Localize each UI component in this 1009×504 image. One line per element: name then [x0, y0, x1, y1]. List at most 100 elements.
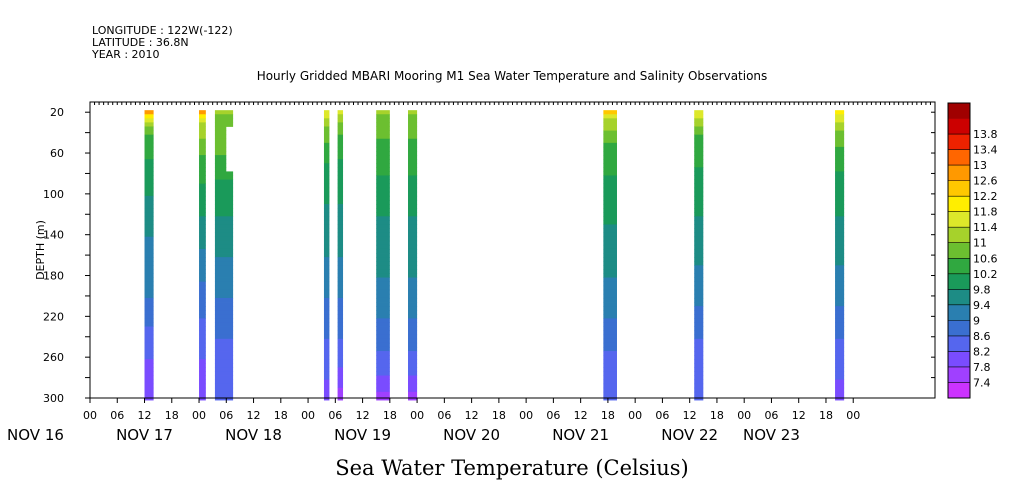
temperature-cell	[603, 355, 617, 360]
temperature-cell	[603, 204, 617, 209]
temperature-cell	[214, 351, 234, 356]
temperature-cell	[337, 228, 344, 234]
temperature-cell	[603, 179, 617, 185]
temperature-cell	[337, 281, 344, 287]
temperature-cell	[603, 269, 617, 274]
temperature-cell	[376, 277, 390, 283]
temperature-cell	[199, 204, 206, 209]
temperature-cell	[694, 142, 704, 148]
temperature-cell	[199, 118, 206, 123]
temperature-cell	[835, 273, 845, 278]
temperature-cell	[603, 236, 617, 242]
temperature-cell	[408, 285, 418, 291]
temperature-cell	[603, 240, 617, 246]
temperature-cell	[214, 244, 234, 250]
temperature-cell	[835, 253, 845, 258]
temperature-cell	[835, 281, 845, 287]
temperature-cell	[214, 289, 234, 295]
temperature-cell	[323, 367, 330, 372]
temperature-cell	[323, 281, 330, 287]
temperature-cell	[337, 216, 344, 221]
x-tick-label: 12	[356, 409, 370, 422]
temperature-cell	[323, 224, 330, 229]
x-tick-label: 06	[328, 409, 342, 422]
colorbar-label: 11.4	[973, 221, 998, 234]
temperature-cell	[603, 387, 617, 393]
x-tick-label: 12	[683, 409, 697, 422]
temperature-cell	[337, 371, 344, 376]
temperature-cell	[408, 232, 418, 238]
temperature-cell	[144, 216, 154, 221]
temperature-cell	[199, 265, 206, 270]
temperature-cell	[408, 199, 418, 205]
temperature-cell	[835, 183, 845, 189]
temperature-cell	[376, 310, 390, 315]
temperature-cell	[337, 240, 344, 246]
temperature-cell	[835, 375, 845, 381]
temperature-cell	[603, 261, 617, 266]
temperature-cell	[603, 126, 617, 131]
temperature-cell	[694, 228, 704, 234]
x-tick-label: 12	[792, 409, 806, 422]
temperature-cell	[835, 130, 845, 136]
temperature-cell	[337, 208, 344, 213]
temperature-cell	[323, 142, 330, 148]
temperature-cell	[199, 330, 206, 336]
temperature-cell	[337, 232, 344, 238]
temperature-cell	[323, 253, 330, 258]
temperature-cell	[144, 289, 154, 295]
temperature-cell	[694, 391, 704, 397]
temperature-cell	[214, 297, 234, 303]
temperature-cell	[199, 208, 206, 213]
temperature-cell	[199, 314, 206, 319]
temperature-cell	[835, 167, 845, 172]
temperature-cell	[376, 355, 390, 360]
temperature-cell	[376, 199, 390, 205]
temperature-cell	[337, 342, 344, 348]
x-tick-label: 06	[546, 409, 560, 422]
data-column	[408, 110, 418, 401]
temperature-cell	[214, 191, 234, 197]
temperature-cell	[323, 191, 330, 197]
temperature-cell	[144, 322, 154, 327]
temperature-cell	[603, 183, 617, 189]
temperature-cell	[199, 383, 206, 389]
temperature-cell	[603, 310, 617, 315]
temperature-cell	[337, 322, 344, 327]
x-tick-label: 06	[655, 409, 669, 422]
temperature-cell	[337, 150, 344, 156]
temperature-cell	[214, 183, 234, 189]
temperature-cell	[144, 346, 154, 352]
temperature-cell	[694, 138, 704, 144]
temperature-cell	[835, 334, 845, 340]
temperature-cell	[835, 285, 845, 291]
temperature-cell	[835, 142, 845, 148]
temperature-cell	[694, 240, 704, 246]
temperature-cell	[835, 195, 845, 201]
temperature-cell	[144, 314, 154, 319]
temperature-cell	[144, 244, 154, 250]
temperature-cell	[337, 318, 344, 323]
temperature-cell	[144, 236, 154, 242]
temperature-cell	[408, 379, 418, 385]
temperature-cell	[214, 326, 234, 332]
x-tick-label: 00	[519, 409, 533, 422]
temperature-cell	[323, 232, 330, 238]
temperature-cell	[337, 199, 344, 205]
temperature-cell	[144, 142, 154, 148]
temperature-cell	[144, 363, 154, 368]
temperature-cell	[694, 375, 704, 381]
temperature-cell	[603, 232, 617, 238]
temperature-cell	[199, 146, 206, 152]
temperature-cell	[214, 371, 234, 376]
temperature-cell	[144, 359, 154, 364]
temperature-cell	[214, 118, 234, 123]
temperature-cell	[694, 150, 704, 156]
temperature-cell	[199, 302, 206, 307]
temperature-cell	[408, 334, 418, 340]
temperature-cell	[199, 306, 206, 311]
temperature-cell	[376, 383, 390, 389]
temperature-cell	[408, 146, 418, 152]
temperature-cell	[603, 363, 617, 368]
colorbar-label: 10.2	[973, 268, 998, 281]
